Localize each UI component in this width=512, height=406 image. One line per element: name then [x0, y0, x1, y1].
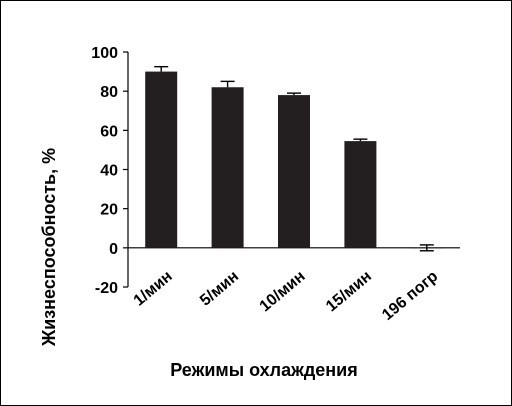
bar [278, 95, 310, 248]
y-tick-label: 20 [100, 202, 118, 219]
y-axis: 100 80 60 40 20 0 -20 [91, 45, 129, 297]
x-tick-label: 1/мин [131, 268, 176, 310]
x-tick-label: 5/мин [197, 268, 242, 310]
y-tick-label: 40 [100, 163, 118, 180]
bars [145, 71, 443, 249]
y-axis-title: Жизнеспособность, % [39, 148, 59, 347]
x-tick-label: 10/мин [257, 268, 309, 315]
bar [344, 141, 377, 248]
bar [211, 87, 244, 248]
x-tick-label: 15/мин [323, 268, 375, 315]
y-tick-label: 100 [91, 45, 118, 62]
error-bars [154, 65, 434, 252]
x-tick-label: 196 погр [379, 268, 441, 324]
y-tick-label: 80 [100, 84, 118, 101]
x-tick-labels: 1/мин 5/мин 10/мин 15/мин 196 погр [131, 268, 442, 324]
bar [145, 71, 178, 248]
y-tick-label: 0 [109, 241, 118, 258]
y-tick-label: 60 [100, 123, 118, 140]
y-tick-label: -20 [95, 280, 118, 297]
x-axis-title: Режимы охлаждения [170, 360, 358, 380]
